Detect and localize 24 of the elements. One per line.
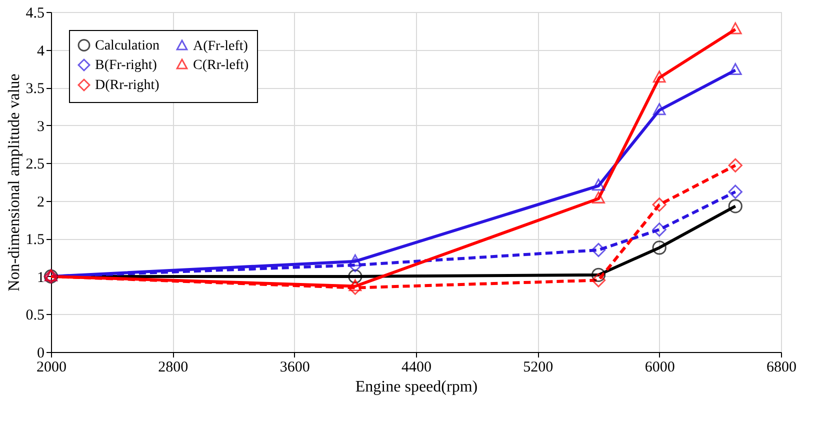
y-tick-label: 2: [37, 194, 44, 210]
y-tick-label: 4: [37, 43, 45, 60]
x-tick-label: 2800: [158, 360, 188, 376]
y-tick-label: 1.5: [26, 232, 44, 248]
y-tick-label: 1: [37, 270, 44, 286]
x-tick-label: 3600: [280, 360, 310, 376]
legend-label: D(Rr-right): [95, 78, 160, 93]
x-tick-label: 4400: [402, 360, 432, 376]
y-axis-title: Non-dimensional amplitude value: [6, 74, 23, 292]
x-tick-label: 5200: [523, 360, 554, 376]
x-tick-label: 2000: [36, 360, 66, 376]
y-tick-label: 3: [37, 118, 44, 135]
legend-label: Calculation: [95, 38, 160, 54]
legend-label: B(Fr-right): [95, 58, 158, 73]
y-tick-label: 3.5: [26, 81, 44, 98]
y-tick-label: 2.5: [26, 156, 44, 173]
legend-label: C(Rr-left): [193, 58, 250, 73]
x-tick-label: 6000: [644, 360, 675, 376]
y-tick-label: 0.5: [26, 308, 44, 324]
y-tick-label: 0: [37, 346, 44, 362]
legend-label: A(Fr-left): [193, 39, 248, 54]
x-tick-label: 6800: [766, 360, 796, 376]
x-axis-title: Engine speed(rpm): [355, 378, 478, 396]
y-tick-label: 4.5: [26, 6, 44, 22]
